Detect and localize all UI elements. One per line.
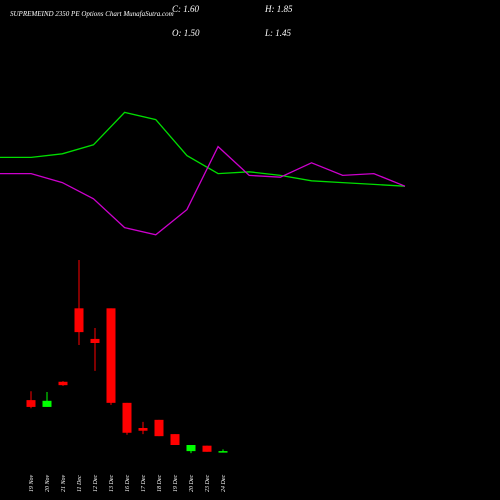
candle-body [122, 402, 132, 433]
x-tick-label: 17 Dec [141, 475, 147, 492]
x-tick-label: 23 Dec [205, 475, 211, 492]
candle-body [26, 400, 36, 407]
x-tick-label: 13 Dec [109, 475, 115, 492]
candle-body [202, 445, 212, 452]
x-tick-label: 20 Dec [189, 475, 195, 492]
x-tick-label: 24 Dec [220, 475, 227, 492]
close-text: C: 1.60 [172, 4, 200, 14]
x-tick-label: 19 Nov [29, 474, 35, 492]
high-text: H: 1.85 [264, 4, 293, 14]
x-tick-label: 11 Dec [77, 475, 83, 492]
open-text: O: 1.50 [172, 28, 200, 38]
candle-body [154, 419, 164, 437]
candle-body [74, 308, 84, 333]
indicator-line [0, 111, 406, 187]
candle-body [42, 400, 52, 407]
candle-body [138, 428, 148, 431]
candle-body [218, 451, 228, 453]
candle-body [170, 434, 180, 445]
candle-body [186, 445, 196, 452]
x-tick-label: 19 Dec [173, 475, 179, 492]
candle-body [90, 338, 100, 343]
x-tick-label: 20 Nov [45, 474, 51, 492]
x-tick-label: 12 Dec [93, 475, 99, 492]
candle-body [106, 308, 116, 403]
indicator-line [0, 145, 406, 236]
low-text: L: 1.45 [264, 28, 292, 38]
x-tick-label: 18 Dec [157, 475, 163, 492]
candle-body [58, 381, 68, 386]
chart-title: SUPREMEIND 2350 PE Options Chart MunafaS… [10, 10, 174, 18]
x-tick-label: 21 Nov [61, 474, 67, 492]
x-tick-label: 16 Dec [125, 475, 131, 492]
